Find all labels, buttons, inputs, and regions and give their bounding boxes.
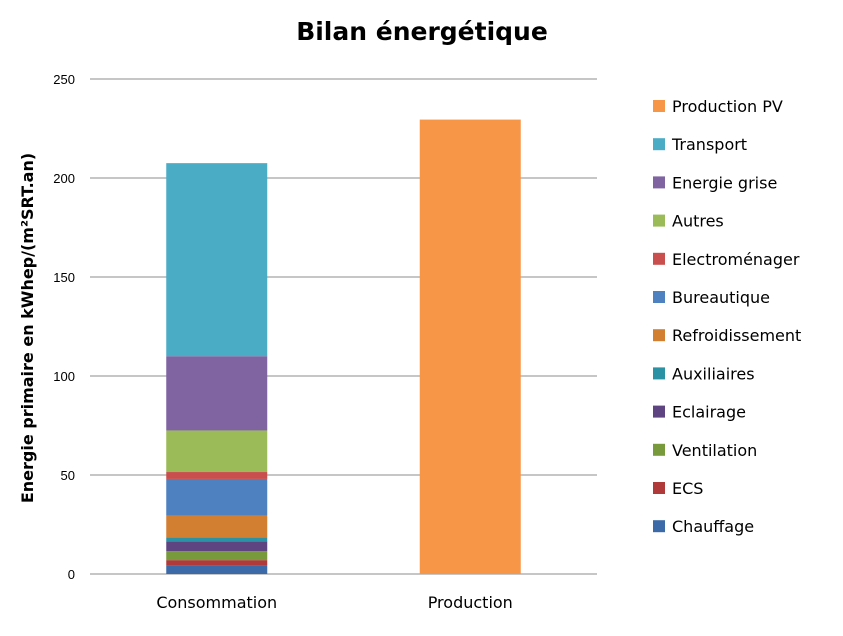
y-tick-label: 250 (53, 72, 75, 87)
bar-segment-ecs-consommation (166, 560, 268, 566)
y-tick-label: 0 (68, 567, 75, 582)
legend-item: Eclairage (653, 403, 746, 422)
y-axis-ticks: 0 50 100 150 200 250 (53, 72, 75, 582)
legend-swatch (653, 443, 665, 456)
legend-label: Auxiliaires (672, 364, 755, 383)
legend: Production PV Transport Energie grise Autre… (653, 97, 801, 536)
bar-segment-eclairage-consommation (166, 541, 268, 552)
legend-swatch (653, 367, 665, 380)
legend-item: Bureautique (653, 288, 770, 307)
x-category-label: Production (428, 593, 513, 612)
legend-item: Chauffage (653, 517, 754, 536)
y-tick-label: 150 (53, 270, 75, 285)
legend-label: Ventilation (672, 441, 757, 460)
bar-segment-electrom-nager-consommation (166, 472, 268, 479)
x-axis-categories: Consommation Production (156, 593, 512, 612)
legend-swatch (653, 176, 665, 189)
bars (166, 119, 521, 574)
legend-item: Auxiliaires (653, 364, 755, 383)
bar-segment-auxiliaires-consommation (166, 537, 268, 542)
legend-label: Production PV (672, 97, 783, 116)
legend-label: Eclairage (672, 403, 746, 422)
legend-swatch (653, 520, 665, 533)
bar-segment-transport-consommation (166, 163, 268, 357)
y-tick-label: 200 (53, 171, 75, 186)
legend-swatch (653, 329, 665, 342)
legend-swatch (653, 100, 665, 112)
legend-label: Electroménager (672, 250, 800, 269)
legend-item: ECS (653, 479, 703, 498)
legend-item: Autres (653, 212, 724, 231)
legend-swatch (653, 405, 665, 418)
legend-item: Energie grise (653, 173, 777, 192)
legend-item: Electroménager (653, 250, 800, 269)
bar-segment-production-pv-production (419, 119, 521, 574)
legend-swatch (653, 138, 665, 151)
legend-label: Refroidissement (672, 326, 801, 345)
legend-swatch (653, 252, 665, 265)
bar-segment-energie-grise-consommation (166, 356, 268, 431)
legend-swatch (653, 214, 665, 227)
legend-label: Autres (672, 212, 724, 231)
legend-swatch (653, 482, 665, 494)
legend-label: Transport (671, 135, 747, 154)
bar-segment-autres-consommation (166, 430, 268, 473)
gridlines (90, 78, 597, 575)
bar-segment-chauffage-consommation (166, 565, 268, 574)
y-tick-label: 50 (61, 468, 75, 483)
legend-label: ECS (672, 479, 703, 498)
legend-label: Chauffage (672, 517, 754, 536)
bar-segment-bureautique-consommation (166, 478, 268, 516)
bar-segment-refroidissement-consommation (166, 515, 268, 538)
y-tick-label: 100 (53, 369, 75, 384)
x-category-label: Consommation (156, 593, 277, 612)
legend-label: Bureautique (672, 288, 770, 307)
chart-title: Bilan énergétique (296, 17, 548, 46)
legend-item: Refroidissement (653, 326, 801, 345)
y-axis-label: Energie primaire en kWhep/(m²SRT.an) (18, 153, 37, 503)
legend-item: Transport (653, 135, 747, 154)
legend-item: Production PV (653, 97, 783, 116)
legend-swatch (653, 291, 665, 303)
legend-item: Ventilation (653, 441, 757, 460)
legend-label: Energie grise (672, 173, 777, 192)
bar-segment-ventilation-consommation (166, 551, 268, 561)
